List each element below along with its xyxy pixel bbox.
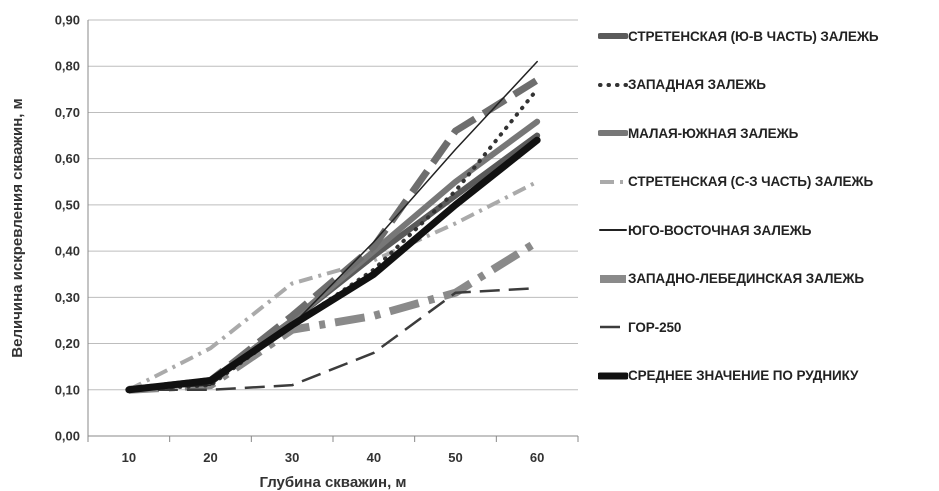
x-tick-label: 10 bbox=[122, 450, 136, 465]
legend-label: МАЛАЯ-ЮЖНАЯ ЗАЛЕЖЬ bbox=[628, 125, 799, 141]
legend-label: ГОР-250 bbox=[628, 319, 682, 335]
y-tick-label: 0,80 bbox=[55, 59, 80, 74]
y-tick-label: 0,40 bbox=[55, 244, 80, 259]
legend-swatch bbox=[598, 33, 628, 40]
legend-label: ЮГО-ВОСТОЧНАЯ ЗАЛЕЖЬ bbox=[628, 222, 812, 238]
series-line-3 bbox=[125, 118, 541, 393]
series-line-2 bbox=[126, 87, 540, 392]
legend-swatch bbox=[600, 274, 626, 283]
y-tick-label: 0,30 bbox=[55, 290, 80, 305]
legend-label: СРЕДНЕЕ ЗНАЧЕНИЕ ПО РУДНИКУ bbox=[628, 368, 859, 384]
series-line-7 bbox=[128, 286, 538, 392]
x-tick-label: 20 bbox=[203, 450, 217, 465]
legend-label: ЗАПАДНАЯ ЗАЛЕЖЬ bbox=[628, 77, 766, 93]
legend-swatch bbox=[600, 326, 626, 329]
legend-item: ГОР-250 bbox=[598, 303, 936, 352]
series-line-1 bbox=[125, 132, 541, 393]
line-chart: 0,00 0,10 0,20 0,30 0,40 0,50 0,60 0,70 0,80 0,90… bbox=[9, 13, 579, 491]
legend-item: ЮГО-ВОСТОЧНАЯ ЗАЛЕЖЬ bbox=[598, 206, 936, 255]
legend-item: МАЛАЯ-ЮЖНАЯ ЗАЛЕЖЬ bbox=[598, 109, 936, 158]
y-tick-label: 0,70 bbox=[55, 105, 80, 120]
legend-label: СТРЕТЕНСКАЯ (Ю-В ЧАСТЬ) ЗАЛЕЖЬ bbox=[628, 28, 879, 44]
legend-label: ЗАПАДНО-ЛЕБЕДИНСКАЯ ЗАЛЕЖЬ bbox=[628, 271, 864, 287]
legend-item: СТРЕТЕНСКАЯ (С-З ЧАСТЬ) ЗАЛЕЖЬ bbox=[598, 158, 936, 207]
legend-item: ЗАПАДНО-ЛЕБЕДИНСКАЯ ЗАЛЕЖЬ bbox=[598, 255, 936, 304]
x-tick-label: 40 bbox=[367, 450, 381, 465]
gridlines bbox=[87, 19, 579, 442]
legend-swatch bbox=[600, 179, 626, 184]
x-tick-label: 50 bbox=[448, 450, 462, 465]
legend-label: СТРЕТЕНСКАЯ (С-З ЧАСТЬ) ЗАЛЕЖЬ bbox=[628, 174, 874, 190]
y-tick-label: 0,20 bbox=[55, 336, 80, 351]
series-line-4 bbox=[127, 179, 539, 392]
legend-swatch bbox=[598, 82, 628, 87]
y-tick-labels: 0,00 0,10 0,20 0,30 0,40 0,50 0,60 0,70 0,80 0,90 bbox=[55, 13, 80, 444]
series-line-6 bbox=[128, 238, 540, 394]
legend-swatch bbox=[598, 372, 628, 380]
x-tick-label: 60 bbox=[530, 450, 544, 465]
legend-item: СТРЕТЕНСКАЯ (Ю-В ЧАСТЬ) ЗАЛЕЖЬ bbox=[598, 12, 936, 61]
x-tick-labels: 10 20 30 40 50 60 bbox=[122, 450, 545, 465]
legend-swatch bbox=[598, 130, 628, 137]
series-line-9 bbox=[128, 77, 540, 394]
y-tick-label: 0,60 bbox=[55, 151, 80, 166]
y-tick-label: 0,00 bbox=[55, 429, 80, 444]
legend-swatch bbox=[599, 229, 627, 232]
x-axis-title: Глубина скважин, м bbox=[259, 474, 406, 491]
series-line-5 bbox=[128, 60, 538, 391]
y-axis-title: Величина искревления скважин, м bbox=[9, 98, 26, 357]
y-tick-label: 0,90 bbox=[55, 13, 80, 28]
series-line-8 bbox=[125, 136, 541, 394]
series-lines bbox=[125, 60, 541, 394]
legend-item: ЗАПАДНАЯ ЗАЛЕЖЬ bbox=[598, 61, 936, 110]
chart-legend: СТРЕТЕНСКАЯ (Ю-В ЧАСТЬ) ЗАЛЕЖЬ ЗАПАДНАЯ З… bbox=[598, 12, 936, 400]
y-tick-label: 0,50 bbox=[55, 197, 80, 212]
y-tick-label: 0,10 bbox=[55, 382, 80, 397]
x-tick-label: 30 bbox=[285, 450, 299, 465]
legend-item: СРЕДНЕЕ ЗНАЧЕНИЕ ПО РУДНИКУ bbox=[598, 352, 936, 401]
